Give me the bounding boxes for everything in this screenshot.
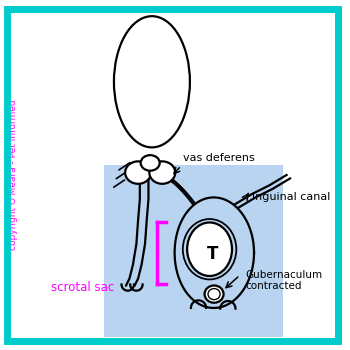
Ellipse shape: [187, 223, 232, 276]
Text: scrotal sac: scrotal sac: [51, 281, 114, 294]
Text: inguinal canal: inguinal canal: [252, 193, 330, 202]
Ellipse shape: [141, 155, 160, 171]
Text: T: T: [206, 245, 218, 264]
Ellipse shape: [125, 161, 151, 184]
FancyBboxPatch shape: [104, 164, 283, 337]
Text: Gubernaculum
contracted: Gubernaculum contracted: [245, 270, 322, 291]
Text: vas deferens: vas deferens: [183, 153, 255, 163]
Ellipse shape: [204, 286, 224, 303]
Ellipse shape: [208, 289, 220, 300]
Ellipse shape: [149, 161, 175, 184]
Polygon shape: [175, 197, 254, 308]
Text: copyright O'Meara - Pet informed: copyright O'Meara - Pet informed: [9, 100, 18, 250]
Ellipse shape: [114, 16, 190, 147]
